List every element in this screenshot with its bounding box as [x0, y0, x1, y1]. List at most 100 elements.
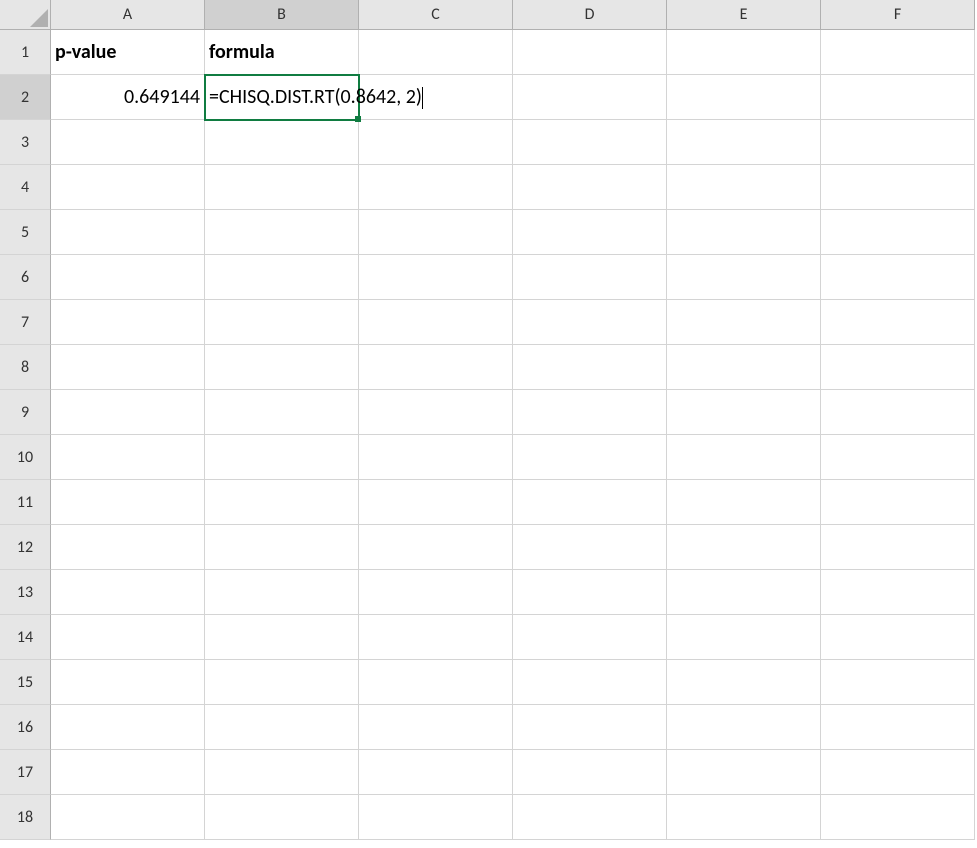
- cell-F6[interactable]: [821, 255, 975, 300]
- cell-B7[interactable]: [205, 300, 359, 345]
- cell-E10[interactable]: [667, 435, 821, 480]
- select-all-corner[interactable]: [0, 0, 51, 30]
- cell-D1[interactable]: [513, 30, 667, 75]
- row-header-16[interactable]: 16: [0, 705, 51, 750]
- cell-C17[interactable]: [359, 750, 513, 795]
- cell-A1[interactable]: p-value: [51, 30, 205, 75]
- cell-F3[interactable]: [821, 120, 975, 165]
- cell-B4[interactable]: [205, 165, 359, 210]
- cell-D6[interactable]: [513, 255, 667, 300]
- cell-D4[interactable]: [513, 165, 667, 210]
- cell-C6[interactable]: [359, 255, 513, 300]
- cell-A5[interactable]: [51, 210, 205, 255]
- cell-D10[interactable]: [513, 435, 667, 480]
- cell-A15[interactable]: [51, 660, 205, 705]
- cell-C13[interactable]: [359, 570, 513, 615]
- cell-B13[interactable]: [205, 570, 359, 615]
- cell-F13[interactable]: [821, 570, 975, 615]
- cell-F5[interactable]: [821, 210, 975, 255]
- cell-A14[interactable]: [51, 615, 205, 660]
- cell-F14[interactable]: [821, 615, 975, 660]
- cell-C5[interactable]: [359, 210, 513, 255]
- row-header-3[interactable]: 3: [0, 120, 51, 165]
- cell-A3[interactable]: [51, 120, 205, 165]
- cell-E5[interactable]: [667, 210, 821, 255]
- cell-E14[interactable]: [667, 615, 821, 660]
- cell-E17[interactable]: [667, 750, 821, 795]
- cell-A4[interactable]: [51, 165, 205, 210]
- cell-D11[interactable]: [513, 480, 667, 525]
- row-header-6[interactable]: 6: [0, 255, 51, 300]
- cell-F11[interactable]: [821, 480, 975, 525]
- cell-A6[interactable]: [51, 255, 205, 300]
- row-header-5[interactable]: 5: [0, 210, 51, 255]
- cell-B18[interactable]: [205, 795, 359, 840]
- cell-B9[interactable]: [205, 390, 359, 435]
- spreadsheet-grid[interactable]: A B C D E F 1 p-value formula 2 0.649144…: [0, 0, 977, 840]
- cell-E12[interactable]: [667, 525, 821, 570]
- cell-D5[interactable]: [513, 210, 667, 255]
- cell-B5[interactable]: [205, 210, 359, 255]
- cell-D18[interactable]: [513, 795, 667, 840]
- cell-A2[interactable]: 0.649144: [51, 75, 205, 120]
- cell-B15[interactable]: [205, 660, 359, 705]
- row-header-17[interactable]: 17: [0, 750, 51, 795]
- cell-A18[interactable]: [51, 795, 205, 840]
- cell-D8[interactable]: [513, 345, 667, 390]
- cell-E6[interactable]: [667, 255, 821, 300]
- row-header-10[interactable]: 10: [0, 435, 51, 480]
- cell-E4[interactable]: [667, 165, 821, 210]
- column-header-B[interactable]: B: [205, 0, 359, 30]
- row-header-4[interactable]: 4: [0, 165, 51, 210]
- cell-B17[interactable]: [205, 750, 359, 795]
- cell-F18[interactable]: [821, 795, 975, 840]
- cell-E13[interactable]: [667, 570, 821, 615]
- cell-F4[interactable]: [821, 165, 975, 210]
- cell-D2[interactable]: [513, 75, 667, 120]
- cell-E1[interactable]: [667, 30, 821, 75]
- cell-B1[interactable]: formula: [205, 30, 359, 75]
- cell-B16[interactable]: [205, 705, 359, 750]
- cell-C14[interactable]: [359, 615, 513, 660]
- row-header-18[interactable]: 18: [0, 795, 51, 840]
- cell-C11[interactable]: [359, 480, 513, 525]
- cell-C1[interactable]: [359, 30, 513, 75]
- cell-B6[interactable]: [205, 255, 359, 300]
- row-header-15[interactable]: 15: [0, 660, 51, 705]
- cell-B10[interactable]: [205, 435, 359, 480]
- cell-F2[interactable]: [821, 75, 975, 120]
- column-header-F[interactable]: F: [821, 0, 975, 30]
- cell-D15[interactable]: [513, 660, 667, 705]
- column-header-D[interactable]: D: [513, 0, 667, 30]
- cell-D3[interactable]: [513, 120, 667, 165]
- cell-F9[interactable]: [821, 390, 975, 435]
- cell-A7[interactable]: [51, 300, 205, 345]
- cell-F10[interactable]: [821, 435, 975, 480]
- cell-A12[interactable]: [51, 525, 205, 570]
- column-header-E[interactable]: E: [667, 0, 821, 30]
- cell-D17[interactable]: [513, 750, 667, 795]
- cell-A9[interactable]: [51, 390, 205, 435]
- cell-A13[interactable]: [51, 570, 205, 615]
- cell-B2[interactable]: =CHISQ.DIST.RT(0.8642, 2): [205, 75, 359, 120]
- column-header-A[interactable]: A: [51, 0, 205, 30]
- cell-B3[interactable]: [205, 120, 359, 165]
- cell-C12[interactable]: [359, 525, 513, 570]
- cell-E18[interactable]: [667, 795, 821, 840]
- cell-A10[interactable]: [51, 435, 205, 480]
- cell-D14[interactable]: [513, 615, 667, 660]
- cell-F15[interactable]: [821, 660, 975, 705]
- cell-C15[interactable]: [359, 660, 513, 705]
- row-header-8[interactable]: 8: [0, 345, 51, 390]
- row-header-12[interactable]: 12: [0, 525, 51, 570]
- cell-F8[interactable]: [821, 345, 975, 390]
- cell-B8[interactable]: [205, 345, 359, 390]
- cell-C16[interactable]: [359, 705, 513, 750]
- column-header-C[interactable]: C: [359, 0, 513, 30]
- row-header-1[interactable]: 1: [0, 30, 51, 75]
- cell-C18[interactable]: [359, 795, 513, 840]
- cell-F12[interactable]: [821, 525, 975, 570]
- cell-F1[interactable]: [821, 30, 975, 75]
- cell-C3[interactable]: [359, 120, 513, 165]
- cell-E7[interactable]: [667, 300, 821, 345]
